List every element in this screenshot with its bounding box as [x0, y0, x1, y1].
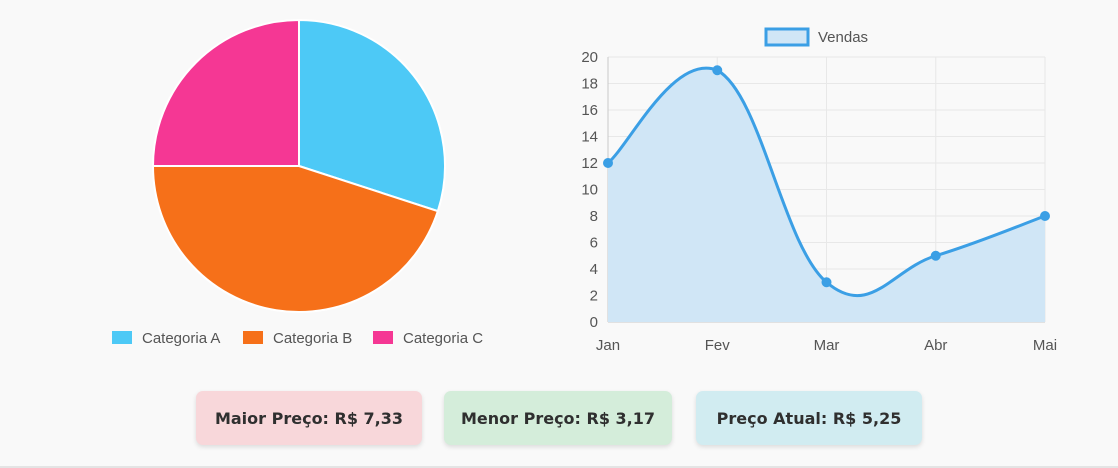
vendas-point-1: [712, 65, 723, 76]
vendas-point-2: [821, 277, 832, 288]
vendas-point-4: [1040, 211, 1050, 221]
line-legend-swatch: [764, 27, 810, 47]
y-tick-label-4: 8: [590, 208, 598, 225]
x-tick-label-2: Mar: [814, 337, 840, 354]
pie-legend-label-3: Categoria C: [403, 330, 483, 347]
pie-slice-3: [151, 18, 300, 167]
line-chart: 0 2 4 6 8 10 12 14 16 18 20 Jan Fev Mar Abr Mai Vendas: [581, 27, 1057, 354]
y-tick-label-10: 20: [581, 49, 598, 66]
pie-legend-swatch-2: [243, 331, 263, 344]
x-tick-label-4: Mai: [1033, 337, 1057, 354]
pie-legend-swatch-1: [112, 331, 132, 344]
y-tick-label-9: 18: [581, 76, 598, 93]
x-tick-label-3: Abr: [924, 337, 947, 354]
x-tick-label-0: Jan: [596, 337, 620, 354]
current-price-label: Preço Atual: R$ 5,25: [716, 408, 902, 428]
pie-slice-2: [151, 165, 440, 313]
vendas-point-3: [930, 250, 941, 261]
pie-legend-swatch-3: [373, 331, 393, 344]
vendas-point-0: [603, 158, 613, 168]
pie-slice-1: [298, 18, 446, 213]
min-price-label: Menor Preço: R$ 3,17: [460, 408, 656, 428]
price-cards: Maior Preço: R$ 7,33 Menor Preço: R$ 3,1…: [0, 391, 1118, 445]
y-tick-label-0: 0: [590, 314, 598, 331]
pie-chart: Categoria A Categoria B Categoria C: [112, 18, 483, 347]
vendas-line: [607, 66, 1046, 297]
pie-legend-label-2: Categoria B: [273, 330, 352, 347]
x-tick-label-1: Fev: [705, 337, 731, 354]
y-tick-label-3: 6: [590, 235, 598, 252]
pie-legend-label-1: Categoria A: [142, 330, 220, 347]
y-tick-label-1: 2: [590, 288, 598, 305]
current-price-card: Preço Atual: R$ 5,25: [696, 391, 922, 445]
line-legend-label: Vendas: [818, 29, 868, 46]
min-price-card: Menor Preço: R$ 3,17: [444, 391, 672, 445]
max-price-card: Maior Preço: R$ 7,33: [196, 391, 422, 445]
y-tick-label-7: 14: [581, 129, 598, 146]
y-tick-label-5: 10: [581, 182, 598, 199]
max-price-label: Maior Preço: R$ 7,33: [214, 408, 404, 428]
y-tick-label-8: 16: [581, 102, 598, 119]
y-tick-label-6: 12: [581, 155, 598, 172]
y-tick-label-2: 4: [590, 261, 598, 278]
